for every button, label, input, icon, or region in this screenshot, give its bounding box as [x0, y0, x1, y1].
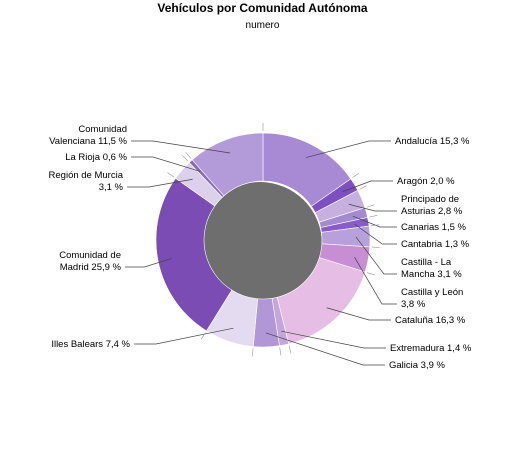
slice-boundary-tick-14 [185, 152, 192, 159]
slice-boundary-tick-4 [369, 215, 378, 218]
chart-subtitle: numero [245, 20, 280, 31]
slice-boundary-tick-3 [366, 204, 375, 208]
slice-label-11: Comunidad de Madrid 25,9 % [59, 250, 121, 273]
slice-boundary-tick-5 [371, 224, 380, 227]
slice-label-5: Castilla - La Mancha 3,1 % [401, 257, 462, 280]
donut-slice-11 [155, 177, 233, 332]
slice-boundary-tick-12 [167, 172, 175, 178]
slice-boundary-tick-2 [359, 185, 367, 190]
chart-title: Vehículos por Comunidad Autónoma [157, 1, 368, 15]
leader-line-3 [352, 215, 397, 228]
slice-label-10: Illes Balears 7,4 % [51, 339, 130, 350]
leader-line-7 [326, 307, 391, 321]
slice-boundary-tick-6 [371, 246, 380, 248]
outer-ticks [167, 123, 380, 357]
slice-boundary-tick-9 [279, 347, 282, 356]
slice-label-8: Extremadura 1,4 % [390, 343, 472, 354]
slice-label-7: Cataluña 16,3 % [395, 315, 466, 326]
leader-line-1 [342, 180, 393, 193]
leader-line-6 [354, 256, 397, 305]
slice-boundary-tick-7 [366, 272, 375, 276]
leader-line-14 [131, 140, 231, 154]
slice-label-9: Galicia 3,9 % [389, 360, 446, 371]
leader-line-12 [127, 178, 193, 188]
slice-label-3: Canarias 1,5 % [401, 222, 467, 233]
slice-boundary-tick-13 [182, 155, 189, 162]
slice-label-12: Región de Murcia 3,1 % [49, 170, 124, 193]
donut-slice-14 [191, 132, 264, 197]
leader-line-13 [131, 156, 201, 172]
leader-line-5 [355, 236, 397, 275]
slice-label-2: Principado de Asturias 2,8 % [401, 194, 463, 217]
slice-boundary-tick-10 [252, 348, 254, 357]
slice-label-14: Comunidad Valenciana 11,5 % [49, 124, 127, 147]
leader-line-0 [305, 140, 391, 158]
slice-boundary-tick-1 [352, 172, 360, 178]
slice-label-0: Andalucía 15,3 % [395, 136, 470, 147]
slice-boundary-tick-11 [200, 332, 206, 340]
leader-line-9 [265, 332, 385, 366]
slice-label-6: Castilla y León 3,8 % [401, 287, 463, 310]
slice-label-1: Aragón 2,0 % [397, 176, 455, 187]
slice-label-4: Cantabria 1,3 % [401, 239, 470, 250]
leader-line-4 [354, 223, 397, 245]
leader-line-10 [134, 327, 234, 345]
leader-line-8 [281, 330, 386, 349]
leader-line-2 [348, 203, 397, 212]
leader-line-11 [125, 258, 172, 268]
slice-label-13: La Rioja 0,6 % [65, 152, 127, 163]
slice-boundary-tick-8 [288, 345, 292, 354]
donut-hole-shadow [198, 182, 322, 306]
